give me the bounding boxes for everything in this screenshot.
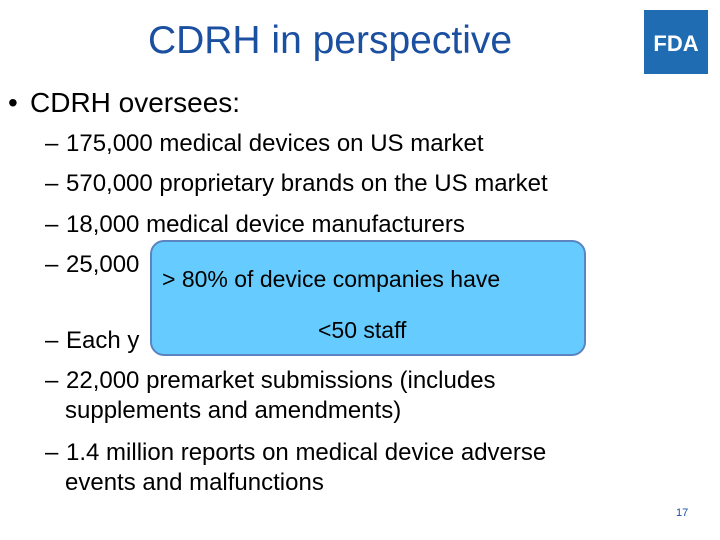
list-item-text: 175,000 medical devices on US market [66, 130, 484, 157]
list-item-text: 1.4 million reports on medical device ad… [66, 439, 547, 466]
fda-logo: FDA [644, 10, 708, 74]
list-item: – Each y [45, 326, 139, 356]
page-number: 17 [676, 507, 689, 519]
list-item: –25,000 [45, 250, 139, 280]
list-item: –175,000 medical devices on US market [45, 129, 484, 159]
list-item-continuation: events and malfunctions [65, 469, 324, 496]
list-item: –22,000 premarket submissions (includes … [45, 366, 496, 426]
dash-symbol: – [45, 367, 59, 394]
bullet-symbol: • [8, 87, 18, 118]
list-item-text: Each y [66, 327, 140, 354]
list-item: –1.4 million reports on medical device a… [45, 438, 546, 498]
slide-title: CDRH in perspective [147, 19, 513, 62]
dash-symbol: – [45, 327, 59, 354]
dash-symbol: – [45, 211, 59, 238]
list-item: –570,000 proprietary brands on the US ma… [45, 169, 548, 199]
dash-symbol: – [45, 130, 59, 157]
list-item-text: 570,000 proprietary brands on the US mar… [66, 170, 548, 197]
list-item: –18,000 medical device manufacturers [45, 210, 465, 240]
list-item-text: 25,000 [66, 251, 140, 278]
list-item-text: 18,000 medical device manufacturers [66, 211, 465, 238]
main-bullet-text: CDRH oversees: [30, 87, 241, 118]
main-bullet: • CDRH oversees: [8, 86, 240, 120]
fda-logo-icon: FDA [644, 10, 708, 74]
dash-symbol: – [45, 170, 59, 197]
list-item-continuation: supplements and amendments) [65, 397, 402, 424]
callout-box [150, 240, 586, 356]
dash-symbol: – [45, 251, 59, 278]
callout-text-line2: <50 staff [318, 317, 407, 343]
callout-text-line1: > 80% of device companies have [162, 266, 501, 292]
list-item-text: 22,000 premarket submissions (includes [66, 367, 496, 394]
fda-logo-text: FDA [653, 31, 698, 56]
dash-symbol: – [45, 439, 59, 466]
